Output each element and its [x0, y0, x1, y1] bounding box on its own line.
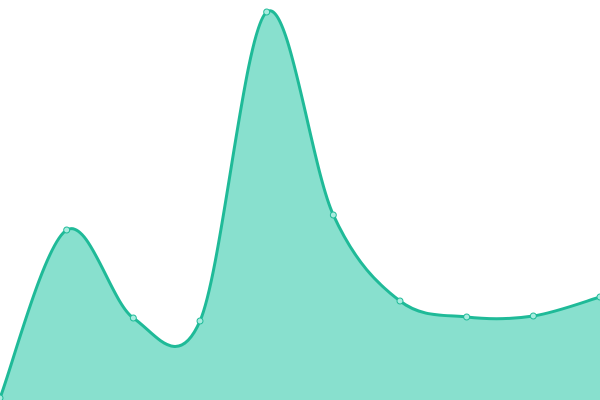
data-point-9	[596, 293, 600, 301]
data-point-0	[0, 394, 4, 400]
data-point-4	[263, 8, 271, 16]
data-point-6	[396, 297, 404, 305]
data-point-1	[63, 226, 71, 234]
area-fill	[0, 10, 600, 400]
data-point-5	[329, 211, 337, 219]
data-point-3	[196, 317, 204, 325]
data-point-8	[529, 312, 537, 320]
data-point-2	[129, 314, 137, 322]
data-point-7	[463, 313, 471, 321]
data-points	[0, 8, 600, 400]
